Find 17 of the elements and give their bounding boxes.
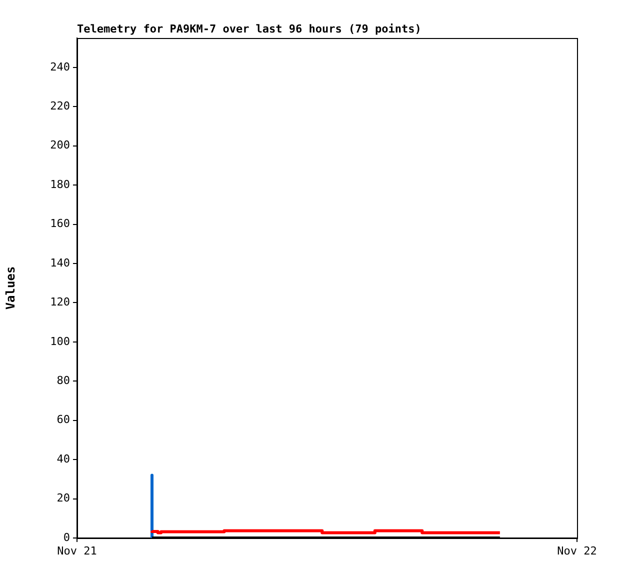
y-axis-title: Values (3, 266, 18, 310)
y-tick-label: 180 (50, 178, 70, 191)
y-tick-label: 200 (50, 138, 70, 152)
y-tick-label: 220 (50, 99, 70, 112)
y-tick-label: 140 (50, 256, 70, 270)
y-tick-label: 0 (63, 530, 70, 544)
y-tick-label: 240 (50, 60, 70, 74)
y-tick-label: 20 (56, 492, 70, 505)
y-tick-label: 120 (50, 296, 70, 309)
y-tick-label: 160 (50, 217, 70, 230)
x-tick-label: Nov 22 (557, 544, 597, 558)
x-tick-label: Nov 21 (57, 544, 97, 558)
y-tick-label: 40 (56, 452, 70, 466)
y-tick-label: 60 (56, 413, 70, 426)
chart-title: Telemetry for PA9KM-7 over last 96 hours (79 points) (77, 22, 422, 36)
y-tick-label: 80 (56, 374, 70, 387)
y-tick-label: 100 (50, 334, 70, 348)
